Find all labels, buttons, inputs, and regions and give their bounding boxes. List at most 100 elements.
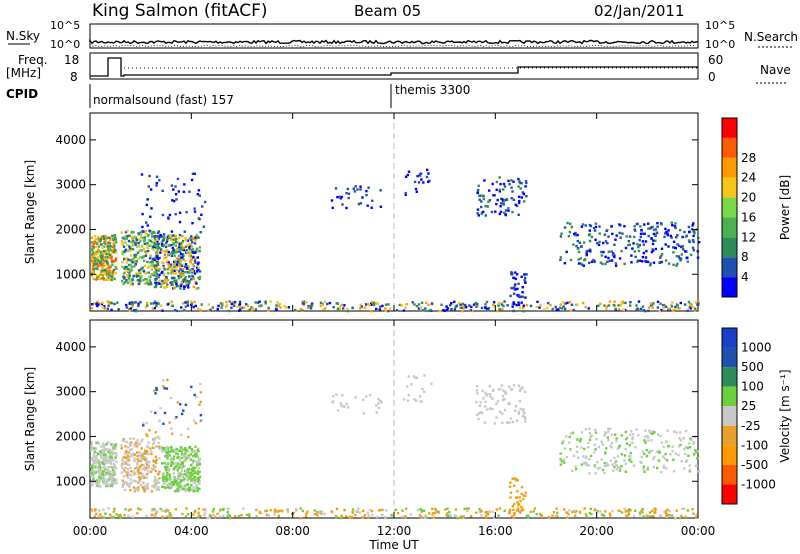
data-cell [574,234,577,237]
data-cell [140,267,143,271]
data-cell [184,305,187,308]
data-cell [679,443,682,447]
data-cell [173,417,177,420]
data-cell [186,266,189,270]
data-cell [515,304,519,307]
data-cell [620,434,624,437]
data-cell [137,241,140,245]
data-cell [695,457,699,460]
data-cell [500,302,503,305]
data-cell [113,463,116,466]
data-cell [651,306,654,309]
data-cell [504,390,507,394]
data-cell [648,511,652,514]
data-cell [168,244,171,247]
data-cell [101,461,104,464]
data-cell [146,301,149,305]
data-cell [92,447,96,450]
data-cell [690,304,693,307]
data-cell [697,236,700,240]
data-cell [165,249,169,252]
data-cell [615,464,618,467]
data-cell [106,261,109,264]
data-cell [110,275,114,278]
data-cell [477,412,481,415]
noise-tick-left-0: 10^5 [50,19,80,32]
data-cell [91,270,94,273]
data-cell [666,232,669,235]
data-cell [181,273,184,277]
data-cell [132,275,135,278]
data-cell [134,301,137,304]
data-cell [375,515,379,519]
data-cell [127,456,131,459]
data-cell [197,236,200,239]
data-cell [100,260,103,263]
data-cell [133,309,136,312]
data-cell [420,515,423,519]
data-cell [96,459,99,463]
data-cell [613,433,617,436]
noise-tick-left-1: 10^0 [50,38,80,51]
data-cell [604,262,607,266]
data-cell [529,304,533,308]
data-cell [491,182,494,186]
data-cell [110,457,113,461]
data-cell [171,239,174,243]
data-cell [518,294,521,298]
data-cell [512,198,516,201]
data-cell [676,234,679,237]
data-cell [184,452,187,455]
data-cell [426,168,429,172]
data-cell [371,513,374,517]
data-cell [624,470,627,473]
data-cell [176,250,180,253]
data-cell [187,454,190,457]
data-cell [503,211,506,214]
data-cell [196,287,200,290]
data-cell [90,482,93,486]
data-cell [195,247,199,251]
data-cell [179,252,183,256]
data-cell [420,178,423,181]
data-cell [168,512,171,515]
data-cell [95,241,98,245]
data-cell [201,205,204,208]
data-cell [248,513,251,516]
data-cell [589,250,592,253]
data-cell [630,254,633,257]
data-cell [180,306,183,309]
data-cell [154,469,157,473]
data-cell [177,284,180,288]
data-cell [140,475,144,478]
data-cell [523,200,526,203]
data-cell [431,513,434,516]
data-cell [640,509,643,512]
data-cell [176,177,180,181]
data-cell [404,191,407,195]
data-cell [176,477,179,481]
data-cell [92,477,95,480]
data-cell [598,240,601,244]
data-cell [153,245,157,249]
data-cell [143,242,146,245]
data-cell [563,262,567,265]
data-cell [362,509,365,513]
data-cell [113,302,116,306]
colorbar-tick-label: 20 [741,191,756,205]
data-cell [502,389,505,392]
data-cell [147,470,150,473]
data-cell [91,457,94,461]
data-cell [255,515,258,518]
data-cell [498,410,502,414]
data-cell [588,458,591,461]
data-cell [99,273,102,276]
data-cell [418,174,422,177]
data-cell [140,274,143,278]
data-cell [588,432,591,435]
data-cell [189,474,192,478]
data-cell [167,450,170,453]
data-cell [198,457,202,461]
data-cell [124,450,128,453]
data-cell [258,300,261,303]
